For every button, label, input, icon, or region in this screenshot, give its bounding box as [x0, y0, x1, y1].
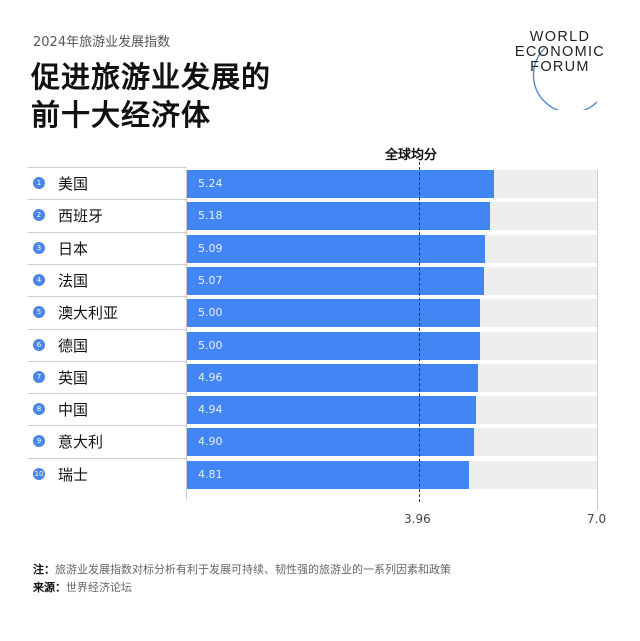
country-label: 英国	[58, 368, 89, 387]
logo-line-3: FORUM	[530, 59, 590, 75]
country-label: 美国	[58, 175, 89, 193]
bar-row: 1 美国 5.24	[28, 167, 598, 199]
bar	[187, 428, 474, 457]
country-label: 意大利	[58, 433, 104, 452]
axis-left-line	[186, 170, 187, 500]
row-divider	[28, 231, 187, 233]
rank-badge: 5	[33, 306, 45, 319]
bar-row: 5 澳大利亚 5.00	[28, 296, 598, 328]
tick-average: 3.96	[404, 512, 431, 526]
country-label: 中国	[58, 401, 89, 420]
chart-title: 促进旅游业发展的 前十大经济体	[31, 58, 271, 134]
country-label: 德国	[58, 336, 89, 355]
rank-badge: 10	[33, 467, 45, 480]
bar-value: 4.90	[198, 435, 223, 449]
bar-value: 5.00	[198, 306, 223, 320]
row-divider	[28, 457, 187, 459]
title-line-1: 促进旅游业发展的	[31, 60, 272, 94]
rank-badge: 3	[33, 241, 45, 254]
row-divider	[28, 360, 187, 362]
bar-row: 8 中国 4.94	[28, 393, 598, 425]
footer-notes: 注：旅游业发展指数对标分析有利于发展可持续、韧性强的旅游业的一系列因素和政策 来…	[33, 561, 451, 597]
bar-value: 4.81	[198, 467, 223, 481]
rank-badge: 8	[33, 403, 45, 416]
country-label: 日本	[58, 239, 89, 258]
wef-logo: WORLD ECONOMIC FORUM	[505, 29, 615, 110]
global-average-line	[419, 162, 420, 502]
bar-value: 5.18	[198, 209, 223, 223]
chart-subtitle: 2024年旅游业发展指数	[33, 35, 171, 50]
bar-value: 5.00	[198, 338, 223, 352]
bar-value: 5.09	[198, 241, 223, 255]
rank-badge: 6	[33, 338, 45, 351]
source: 来源：世界经济论坛	[33, 579, 451, 597]
country-label: 瑞士	[58, 465, 89, 484]
row-divider	[28, 199, 187, 201]
bar-row: 6 德国 5.00	[28, 328, 598, 361]
bar-row: 4 法国 5.07	[28, 263, 598, 296]
country-label: 西班牙	[58, 207, 104, 226]
country-label: 澳大利亚	[58, 304, 119, 323]
global-average-label: 全球均分	[385, 148, 438, 163]
note: 注：旅游业发展指数对标分析有利于发展可持续、韧性强的旅游业的一系列因素和政策	[33, 561, 451, 579]
rank-badge: 4	[33, 273, 45, 286]
bar	[187, 299, 480, 328]
bar	[187, 396, 476, 425]
bar-value: 5.24	[198, 177, 223, 190]
bar	[187, 202, 490, 231]
row-divider	[28, 328, 187, 330]
rank-badge: 9	[33, 435, 45, 448]
country-label: 法国	[58, 271, 89, 290]
row-divider	[28, 167, 187, 168]
bar	[187, 170, 494, 198]
logo-line-2: ECONOMIC	[514, 44, 606, 60]
bar-row: 3 日本 5.09	[28, 231, 598, 264]
logo-line-1: WORLD	[529, 29, 591, 45]
bar-value: 5.07	[198, 273, 223, 287]
note-label: 注：	[33, 563, 55, 576]
axis-right-line	[597, 170, 598, 510]
tick-max: 7.0	[587, 512, 607, 526]
row-divider	[28, 263, 187, 265]
rank-badge: 7	[33, 370, 45, 383]
bar-row: 9 意大利 4.90	[28, 425, 598, 457]
title-line-2: 前十大经济体	[31, 98, 212, 132]
bar-row: 10 瑞士 4.81	[28, 457, 598, 490]
source-label: 来源：	[33, 581, 66, 594]
bar	[187, 363, 478, 392]
rank-badge: 1	[33, 177, 45, 189]
source-text: 世界经济论坛	[66, 581, 132, 594]
bar-row: 2 西班牙 5.18	[28, 199, 598, 231]
row-divider	[28, 393, 187, 395]
bar-value: 4.94	[198, 403, 223, 417]
rank-badge: 2	[33, 209, 45, 222]
bar	[187, 331, 480, 360]
bar	[187, 266, 484, 295]
bar-value: 4.96	[198, 370, 223, 384]
row-divider	[28, 425, 187, 427]
note-text: 旅游业发展指数对标分析有利于发展可持续、韧性强的旅游业的一系列因素和政策	[55, 563, 451, 576]
bar	[187, 234, 485, 263]
row-divider	[28, 296, 187, 298]
logo-arc-icon	[532, 47, 598, 110]
bar-row: 7 英国 4.96	[28, 360, 598, 393]
bar	[187, 460, 469, 489]
